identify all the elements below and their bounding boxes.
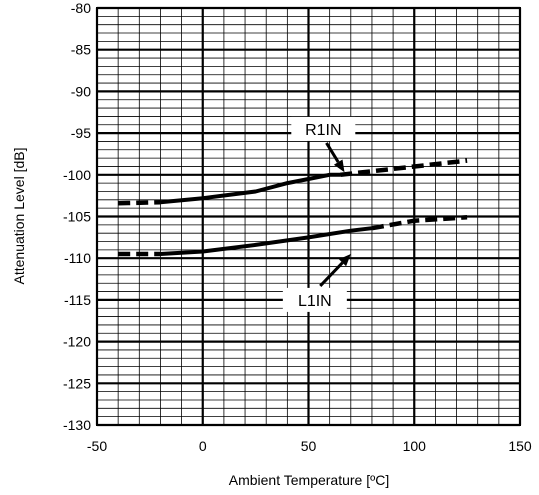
- annotation-layer: R1IN L1IN: [282, 116, 356, 312]
- series-l1in-dashed-right: [371, 215, 468, 231]
- x-tick-labels: -50 0 50 100 150: [87, 438, 532, 454]
- y-tick-label: -100: [63, 167, 91, 183]
- y-tick-label: -80: [71, 0, 91, 16]
- y-tick-label: -90: [71, 83, 91, 99]
- annotation-l1in-arrowhead: [338, 254, 351, 267]
- annotation-l1in-box: [282, 287, 347, 312]
- y-tick-label: -120: [63, 334, 91, 350]
- annotation-r1in-label: R1IN: [305, 122, 341, 139]
- y-tick-label: -110: [64, 250, 91, 266]
- plot-frame: [96, 7, 521, 426]
- series-r1in-dashed-right: [339, 158, 468, 178]
- x-tick-label: 100: [403, 438, 427, 454]
- annotation-l1in-arrow: [319, 261, 344, 287]
- x-tick-label: -50: [87, 438, 107, 454]
- series-l1in-line: [160, 226, 373, 256]
- y-tick-label: -105: [63, 209, 91, 225]
- y-tick-label: -95: [71, 125, 91, 141]
- series-r1in-dashed-left: [118, 200, 161, 206]
- annotation-r1in-box: [291, 116, 356, 141]
- series-layer: [118, 158, 468, 257]
- y-tick-label: -130: [63, 417, 91, 433]
- annotation-r1in-arrowhead: [333, 159, 345, 173]
- y-tick-label: -115: [64, 292, 91, 308]
- x-tick-label: 150: [508, 438, 532, 454]
- annotation-r1in-arrow: [325, 142, 340, 163]
- y-tick-label: -125: [63, 375, 91, 391]
- x-tick-label: 50: [301, 438, 317, 454]
- x-tick-label: 0: [199, 438, 207, 454]
- y-tick-label: -85: [71, 42, 91, 58]
- x-axis-title: Ambient Temperature [ºC]: [229, 472, 389, 488]
- y-axis-title: Attenuation Level [dB]: [11, 148, 27, 285]
- annotation-l1in-label: L1IN: [298, 293, 332, 310]
- series-r1in-line: [160, 172, 341, 205]
- y-tick-labels: -80 -85 -90 -95 -100 -105 -110 -115 -120 -125 -130: [63, 0, 91, 433]
